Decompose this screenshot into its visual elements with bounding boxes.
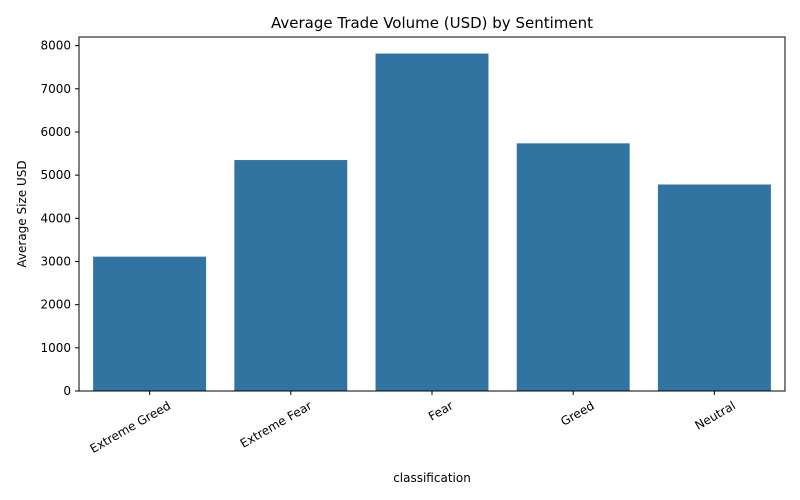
- y-tick-label: 5000: [40, 168, 71, 182]
- x-tick-label: Greed: [558, 398, 596, 428]
- y-tick-label: 7000: [40, 82, 71, 96]
- x-tick-label: Neutral: [693, 398, 738, 432]
- chart-title: Average Trade Volume (USD) by Sentiment: [271, 14, 593, 32]
- x-tick-label: Extreme Fear: [238, 398, 315, 450]
- y-tick-label: 0: [63, 384, 71, 398]
- y-tick-label: 3000: [40, 254, 71, 268]
- plot-frame: [78, 36, 786, 392]
- y-tick-label: 6000: [40, 125, 71, 139]
- y-axis-ticks: 0 1000 2000 3000 4000 5000 6000 7000 8000: [40, 39, 79, 398]
- y-axis-title: Average Size USD: [15, 160, 29, 267]
- x-axis-title: classification: [393, 471, 471, 485]
- y-tick-label: 1000: [40, 341, 71, 355]
- bar-extreme-greed: [93, 256, 207, 391]
- x-axis-ticks: Extreme Greed Extreme Fear Fear Greed Neutra…: [88, 391, 738, 456]
- bar-greed: [516, 143, 630, 391]
- bars-group: [93, 53, 771, 391]
- bar-extreme-fear: [234, 160, 348, 391]
- x-tick-label: Extreme Greed: [88, 398, 174, 455]
- bar-fear: [375, 53, 489, 391]
- y-tick-label: 4000: [40, 211, 71, 225]
- bar-neutral: [657, 184, 771, 391]
- x-tick-label: Fear: [426, 398, 456, 423]
- y-tick-label: 2000: [40, 298, 71, 312]
- y-tick-label: 8000: [40, 39, 71, 53]
